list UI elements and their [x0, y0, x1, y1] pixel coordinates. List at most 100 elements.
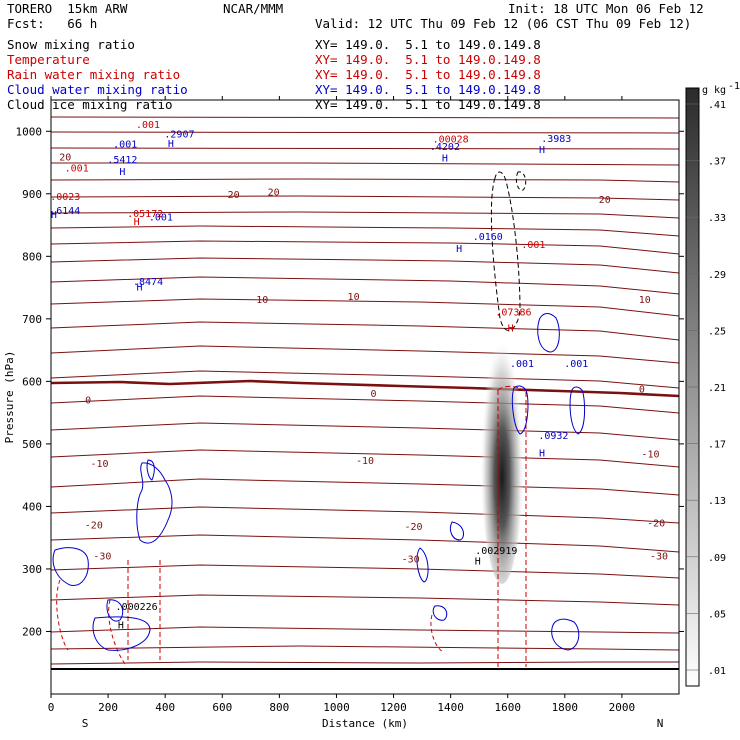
isotherm-line [51, 298, 679, 317]
isotherm-line [51, 257, 679, 274]
high-marker: H [475, 557, 481, 568]
high-marker: H [539, 448, 545, 459]
cloud-label: .4202 [430, 142, 460, 153]
x-tick-label: 400 [155, 701, 175, 714]
isotherm-line [51, 225, 679, 237]
x-tick-label: 1000 [323, 701, 350, 714]
y-tick-label: 200 [22, 625, 42, 638]
temperature-label: -10 [641, 450, 659, 461]
high-marker: H [508, 323, 514, 334]
cloud-water-contour [569, 386, 586, 435]
cloud-water-contour [432, 605, 448, 621]
cloud-water-contour [449, 521, 465, 541]
high-marker: H [442, 153, 448, 164]
y-tick-label: 500 [22, 438, 42, 451]
cloud-label: .001 [149, 213, 173, 224]
x-tick-label: 600 [212, 701, 232, 714]
cloud-label: .5412 [107, 155, 137, 166]
rain-label: .001 [521, 240, 545, 251]
colorbar-tick-label: .05 [708, 609, 726, 620]
cloud-label: .001 [564, 359, 588, 370]
plot-frame [50, 99, 680, 695]
snow-label: .000226 [116, 602, 158, 613]
south-label: S [82, 717, 89, 730]
colorbar-tick-label: .41 [708, 100, 726, 111]
snow-shading [480, 303, 525, 584]
high-marker: H [51, 210, 57, 221]
isotherm-line [51, 345, 679, 364]
init-time: Init: 18 UTC Mon 06 Feb 12 [508, 1, 704, 16]
cloud-label: .3983 [541, 134, 571, 145]
x-axis-title: Distance (km) [322, 717, 408, 730]
isotherm-line [51, 564, 679, 579]
colorbar-tick-label: .29 [708, 270, 726, 281]
isotherm-line [51, 478, 679, 496]
snow-label: .002919 [475, 546, 517, 557]
high-marker: H [168, 139, 174, 150]
x-tick-label: 2000 [609, 701, 636, 714]
x-tick-label: 1400 [437, 701, 464, 714]
rain-label: .00028 [433, 135, 469, 146]
cloud-label: .001 [113, 140, 137, 151]
x-tick-label: 1200 [380, 701, 407, 714]
temperature-label: -30 [93, 552, 111, 563]
rain-label: .07386 [495, 308, 531, 319]
isotherm-line [51, 422, 679, 441]
isotherm-line [51, 131, 679, 134]
freezing-level-line [51, 379, 679, 398]
isotherm-line [51, 449, 679, 468]
cloud-water-contour [92, 616, 151, 651]
temperature-label: 20 [228, 190, 240, 201]
cloud-label: .6144 [50, 206, 80, 217]
cloud-label: .8474 [133, 277, 163, 288]
temperature-label: -30 [402, 555, 420, 566]
cloud-label: .2907 [164, 130, 194, 141]
cloud-water-contour [537, 313, 560, 353]
legend-field-name: Cloud ice mixing ratio [7, 97, 173, 112]
temperature-label: -20 [647, 518, 665, 529]
isotherm-line [51, 321, 679, 341]
legend-field-xy: XY= 149.0. 5.1 to 149.0.149.8 [315, 52, 541, 67]
colorbar-unit: g kg [702, 85, 726, 96]
colorbar-unit-exponent: -1 [728, 81, 740, 92]
cloud-label: .0932 [538, 431, 568, 442]
colorbar-tick-label: .33 [708, 213, 726, 224]
temperature-label: -20 [85, 520, 103, 531]
cloud-water-contour [511, 385, 529, 435]
legend-field-xy: XY= 149.0. 5.1 to 149.0.149.8 [315, 67, 541, 82]
forecast-hour: Fcst: 66 h [7, 16, 98, 31]
colorbar-tick-label: .25 [708, 326, 726, 337]
legend-field-name: Cloud water mixing ratio [7, 82, 188, 97]
temperature-label: -30 [650, 552, 668, 563]
colorbar-tick-label: .09 [708, 553, 726, 564]
plot-area [51, 116, 679, 670]
isotherm-line [51, 178, 679, 183]
cloud-label: .001 [510, 359, 534, 370]
isotherm-line [51, 534, 679, 553]
colorbar-tick-label: .01 [708, 666, 726, 677]
snow-contour [515, 171, 527, 191]
isotherm-line [51, 594, 679, 606]
y-tick-label: 800 [22, 250, 42, 263]
high-marker: H [456, 244, 462, 255]
temperature-label: 20 [599, 195, 611, 206]
rain-label: .05172 [127, 209, 163, 220]
legend-field-xy: XY= 149.0. 5.1 to 149.0.149.8 [315, 97, 541, 112]
y-tick-label: 900 [22, 188, 42, 201]
valid-time: Valid: 12 UTC Thu 09 Feb 12 (06 CST Thu … [315, 16, 692, 31]
x-tick-label: 0 [48, 701, 55, 714]
cloud-water-contour [551, 618, 580, 651]
temperature-label: 10 [348, 292, 360, 303]
high-marker: H [134, 217, 140, 228]
rain-contour [497, 385, 527, 667]
y-tick-label: 300 [22, 563, 42, 576]
high-marker: H [539, 145, 545, 156]
isotherm-line [51, 211, 679, 219]
temperature-label: 0 [85, 395, 91, 406]
legend-field-xy: XY= 149.0. 5.1 to 149.0.149.8 [315, 82, 541, 97]
rain-label: .0023 [50, 192, 80, 203]
rain-contour [127, 560, 161, 660]
legend-field-name: Temperature [7, 52, 90, 67]
y-axis-title: Pressure (hPa) [3, 351, 16, 444]
